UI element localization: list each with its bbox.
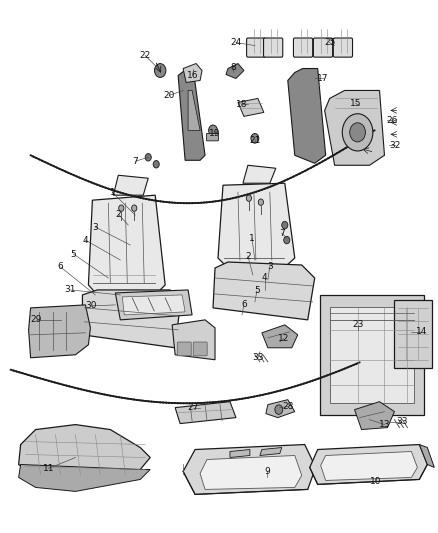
Text: 30: 30	[86, 301, 97, 310]
Circle shape	[350, 123, 365, 142]
Text: 26: 26	[387, 116, 398, 125]
Circle shape	[258, 199, 264, 205]
Text: 1: 1	[110, 188, 115, 197]
Polygon shape	[200, 456, 302, 489]
Circle shape	[132, 205, 137, 212]
FancyBboxPatch shape	[264, 38, 283, 57]
Polygon shape	[175, 402, 236, 424]
Polygon shape	[310, 445, 427, 484]
Text: 4: 4	[262, 273, 268, 282]
Circle shape	[145, 154, 151, 161]
Polygon shape	[226, 63, 244, 78]
Text: 7: 7	[132, 157, 138, 166]
FancyBboxPatch shape	[193, 342, 207, 356]
Text: 24: 24	[230, 38, 242, 47]
Polygon shape	[183, 445, 316, 495]
Polygon shape	[178, 69, 205, 160]
Text: 6: 6	[241, 301, 247, 309]
Text: 18: 18	[236, 100, 247, 109]
FancyBboxPatch shape	[293, 38, 313, 57]
Text: 25: 25	[324, 38, 336, 47]
Circle shape	[119, 205, 124, 212]
Circle shape	[246, 195, 251, 201]
Polygon shape	[262, 325, 298, 348]
Text: 13: 13	[379, 420, 390, 429]
Text: 23: 23	[352, 320, 363, 329]
Polygon shape	[172, 320, 215, 360]
Text: 9: 9	[264, 467, 270, 476]
Polygon shape	[288, 69, 326, 163]
Text: 12: 12	[278, 334, 290, 343]
Text: 17: 17	[317, 74, 328, 83]
Text: 33: 33	[397, 417, 408, 426]
Text: 20: 20	[163, 91, 175, 100]
Polygon shape	[320, 295, 424, 415]
Circle shape	[284, 236, 290, 244]
Polygon shape	[243, 165, 276, 183]
Polygon shape	[260, 448, 282, 456]
Text: 6: 6	[58, 262, 64, 271]
Text: 27: 27	[187, 403, 199, 412]
Text: 15: 15	[350, 99, 361, 108]
Polygon shape	[115, 290, 192, 320]
Polygon shape	[355, 402, 395, 430]
Text: 5: 5	[71, 249, 76, 259]
Polygon shape	[419, 445, 434, 467]
Polygon shape	[213, 262, 314, 320]
Text: 1: 1	[249, 233, 255, 243]
FancyBboxPatch shape	[313, 38, 332, 57]
Text: 21: 21	[249, 136, 261, 145]
Text: 11: 11	[43, 464, 54, 473]
Text: 16: 16	[187, 71, 199, 80]
Text: 33: 33	[252, 353, 264, 362]
Polygon shape	[321, 451, 417, 480]
Text: 2: 2	[116, 209, 121, 219]
Text: 28: 28	[282, 402, 293, 411]
FancyBboxPatch shape	[333, 38, 353, 57]
Text: 14: 14	[416, 327, 427, 336]
FancyBboxPatch shape	[247, 38, 266, 57]
Polygon shape	[19, 425, 150, 481]
Text: 4: 4	[83, 236, 88, 245]
Polygon shape	[122, 295, 185, 315]
Polygon shape	[330, 307, 414, 402]
Circle shape	[251, 134, 259, 143]
FancyBboxPatch shape	[207, 133, 219, 141]
Polygon shape	[395, 300, 432, 368]
Polygon shape	[230, 449, 250, 457]
Text: 31: 31	[65, 286, 76, 294]
Text: 5: 5	[254, 286, 260, 295]
Text: 2: 2	[245, 252, 251, 261]
Polygon shape	[238, 99, 264, 116]
Text: 10: 10	[370, 477, 381, 486]
Circle shape	[208, 125, 217, 136]
Polygon shape	[325, 91, 385, 165]
Text: 29: 29	[30, 316, 41, 325]
Polygon shape	[188, 91, 200, 131]
Text: 8: 8	[230, 63, 236, 72]
Text: 22: 22	[140, 51, 151, 60]
Circle shape	[282, 221, 288, 229]
Polygon shape	[88, 195, 165, 295]
Text: 32: 32	[390, 141, 401, 150]
Polygon shape	[218, 183, 295, 268]
Polygon shape	[183, 63, 202, 83]
Polygon shape	[82, 290, 180, 348]
Text: 7: 7	[279, 229, 285, 238]
Polygon shape	[28, 305, 90, 358]
Circle shape	[275, 405, 283, 415]
Text: 3: 3	[92, 223, 98, 232]
Polygon shape	[19, 464, 150, 491]
Circle shape	[153, 160, 159, 168]
FancyBboxPatch shape	[177, 342, 191, 356]
Text: 3: 3	[267, 262, 273, 271]
Polygon shape	[113, 175, 148, 195]
Circle shape	[155, 63, 166, 77]
Polygon shape	[266, 400, 295, 417]
Text: 19: 19	[209, 129, 221, 138]
Circle shape	[342, 114, 373, 151]
